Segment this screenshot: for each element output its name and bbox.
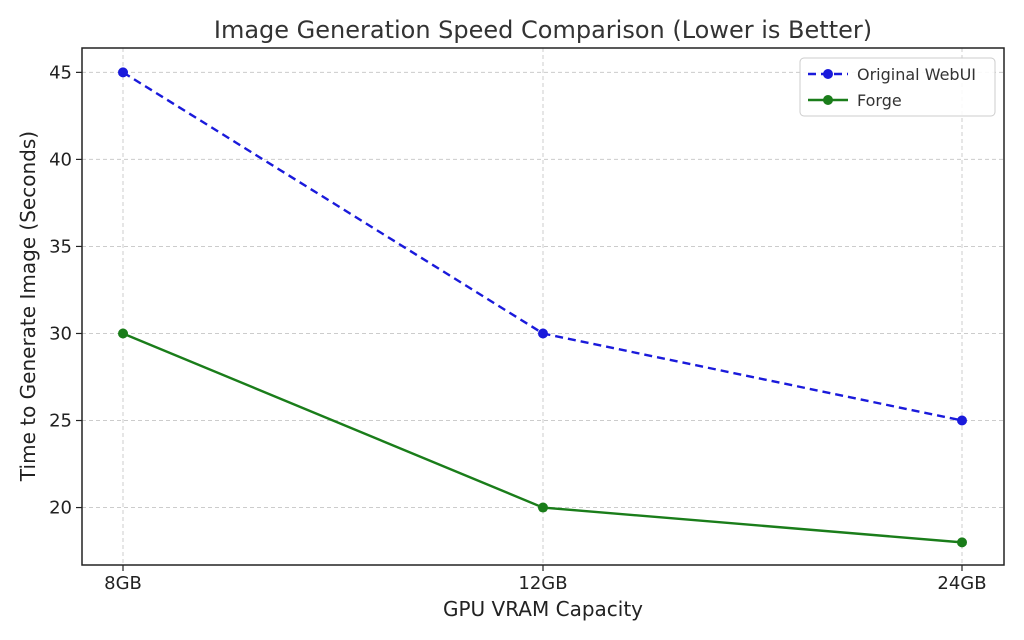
series-1 [118,328,967,548]
legend-label: Original WebUI [857,65,976,84]
legend: Original WebUI Forge [799,57,996,117]
x-tick-label: 12GB [518,573,567,594]
y-tick-label: 45 [49,62,72,83]
legend-items: Original WebUI Forge [808,65,976,110]
y-tick-label: 30 [49,323,72,344]
y-axis-label: Time to Generate Image (Seconds) [16,131,40,482]
series-layer [118,67,967,548]
legend-box [799,57,996,117]
data-point [957,537,967,548]
y-tick-label: 35 [49,236,72,257]
x-tick-label: 24GB [937,573,986,594]
legend-marker [823,69,833,79]
y-tick-label: 20 [49,498,72,519]
y-tick-label: 40 [49,149,72,170]
legend-label: Forge [857,91,902,110]
legend-item: Forge [808,91,902,110]
data-point [118,328,128,339]
tick-layer: 20 25 30 35 40 45 8GB 12GB 24GB [49,62,987,594]
data-point [957,415,967,426]
series-0 [118,67,967,426]
legend-marker [823,95,833,105]
data-point [538,328,548,339]
chart-title: Image Generation Speed Comparison (Lower… [214,16,872,44]
legend-item: Original WebUI [808,65,976,84]
x-axis-label: GPU VRAM Capacity [443,597,643,621]
y-tick-label: 25 [49,411,72,432]
x-tick-label: 8GB [104,573,142,594]
grid-layer [82,48,1004,565]
data-point [118,67,128,78]
data-point [538,502,548,513]
